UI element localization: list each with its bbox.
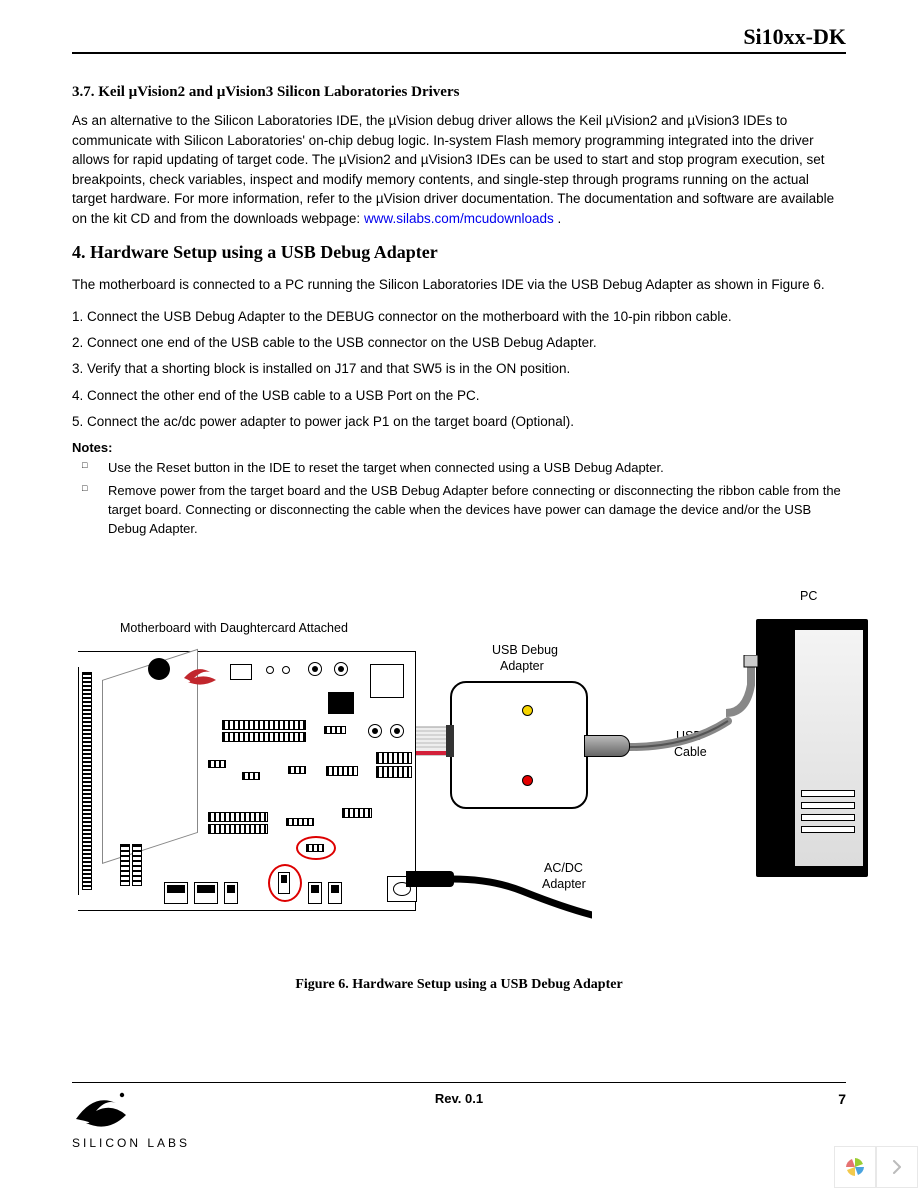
page: Si10xx-DK 3.7. Keil µVision2 and µVision… xyxy=(0,0,918,993)
label-motherboard: Motherboard with Daughtercard Attached xyxy=(120,621,348,635)
pin-header-icon xyxy=(208,812,268,822)
jumper-icon xyxy=(286,818,314,826)
pushbutton-icon xyxy=(334,662,348,676)
pc-drive-bay xyxy=(801,790,855,797)
footer-page-number: 7 xyxy=(838,1091,846,1107)
jumper-icon xyxy=(288,766,306,774)
mounting-hole-icon xyxy=(282,666,290,674)
highlight-j17-icon xyxy=(296,836,336,860)
ic-chip-icon xyxy=(328,692,354,714)
pin-header-icon xyxy=(222,732,306,742)
header-icon xyxy=(230,664,252,680)
pc-drive-bay xyxy=(801,802,855,809)
pc-drive-bay xyxy=(801,814,855,821)
buzzer-icon xyxy=(148,658,170,680)
board-silabs-logo-icon xyxy=(178,662,222,688)
pinwheel-icon xyxy=(844,1156,866,1178)
figure-6: Motherboard with Daughtercard Attached U… xyxy=(68,571,858,971)
pushbutton-icon xyxy=(368,724,382,738)
step-5: 5. Connect the ac/dc power adapter to po… xyxy=(72,412,846,432)
motherboard xyxy=(78,651,416,911)
edge-connector xyxy=(82,672,92,890)
jumper-icon xyxy=(242,772,260,780)
body-pre: As an alternative to the Silicon Laborat… xyxy=(72,113,834,226)
adapter-led-red xyxy=(522,775,533,786)
footer-rev: Rev. 0.1 xyxy=(435,1091,483,1106)
nav-widget xyxy=(834,1146,918,1188)
usb-debug-adapter xyxy=(450,681,588,809)
section-4-intro: The motherboard is connected to a PC run… xyxy=(72,275,846,295)
pin-header-icon xyxy=(222,720,306,730)
page-footer: SILICON LABS Rev. 0.1 7 xyxy=(72,1082,846,1150)
usb-plug-adapter-side xyxy=(584,735,630,757)
pin-header-icon xyxy=(132,844,142,886)
figure-6-caption: Figure 6. Hardware Setup using a USB Deb… xyxy=(72,977,846,993)
note-2: Remove power from the target board and t… xyxy=(72,482,846,539)
silabs-logo-text: SILICON LABS xyxy=(72,1136,190,1150)
highlight-sw5-icon xyxy=(268,864,302,902)
pin-header-icon xyxy=(120,844,130,886)
body-post: . xyxy=(558,211,562,226)
dc-cable xyxy=(452,871,592,921)
section-3-7-body: As an alternative to the Silicon Laborat… xyxy=(72,111,846,228)
dc-plug-icon xyxy=(406,871,454,887)
doc-title: Si10xx-DK xyxy=(72,24,846,52)
silabs-logo-icon xyxy=(72,1089,130,1134)
pushbutton-icon xyxy=(308,662,322,676)
step-1: 1. Connect the USB Debug Adapter to the … xyxy=(72,307,846,327)
dip-switch-icon xyxy=(224,882,238,904)
dip-switch-icon xyxy=(164,882,188,904)
debug-header-icon xyxy=(376,752,412,764)
serial-connector-icon xyxy=(370,664,404,698)
mounting-hole-icon xyxy=(266,666,274,674)
section-3-7-heading: 3.7. Keil µVision2 and µVision3 Silicon … xyxy=(72,84,846,101)
dip-switch-icon xyxy=(328,882,342,904)
pin-header-icon xyxy=(342,808,372,818)
notes-label: Notes: xyxy=(72,440,846,455)
pin-header-icon xyxy=(326,766,358,776)
dip-switch-icon xyxy=(308,882,322,904)
label-pc: PC xyxy=(800,589,817,603)
label-usb-adapter-2: Adapter xyxy=(500,659,544,673)
note-1: Use the Reset button in the IDE to reset… xyxy=(72,459,846,478)
step-4: 4. Connect the other end of the USB cabl… xyxy=(72,386,846,406)
section-4-heading: 4. Hardware Setup using a USB Debug Adap… xyxy=(72,242,846,263)
pc-drive-bay xyxy=(801,826,855,833)
step-3: 3. Verify that a shorting block is insta… xyxy=(72,359,846,379)
pin-header-icon xyxy=(324,726,346,734)
header-rule-thick xyxy=(72,52,846,54)
debug-header-icon xyxy=(376,766,412,778)
step-2: 2. Connect one end of the USB cable to t… xyxy=(72,333,846,353)
content: 3.7. Keil µVision2 and µVision3 Silicon … xyxy=(72,56,846,993)
downloads-link[interactable]: www.silabs.com/mcudownloads xyxy=(364,211,554,226)
chevron-right-icon xyxy=(892,1160,902,1174)
nav-home-button[interactable] xyxy=(834,1146,876,1188)
usb-cable xyxy=(628,671,778,761)
adapter-led-yellow xyxy=(522,705,533,716)
jumper-icon xyxy=(208,760,226,768)
silabs-logo: SILICON LABS xyxy=(72,1089,190,1150)
nav-next-button[interactable] xyxy=(876,1146,918,1188)
label-usb-adapter-1: USB Debug xyxy=(492,643,558,657)
pin-header-icon xyxy=(208,824,268,834)
dip-switch-icon xyxy=(194,882,218,904)
pc-front-panel xyxy=(794,629,864,867)
pushbutton-icon xyxy=(390,724,404,738)
